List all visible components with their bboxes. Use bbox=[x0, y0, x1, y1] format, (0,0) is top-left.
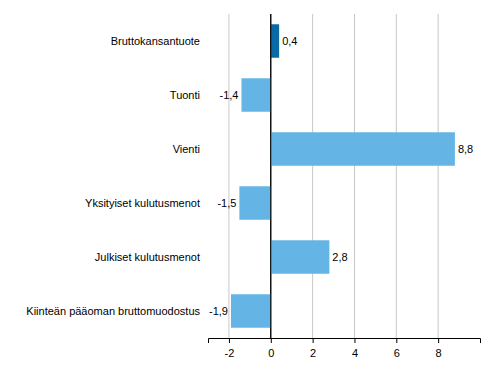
category-tick: Vienti bbox=[173, 143, 208, 155]
data-label: 8,8 bbox=[458, 143, 473, 155]
data-labels: 0,4 -1,4 8,8 -1,5 2,8 -1,9 bbox=[209, 35, 473, 317]
axis-line bbox=[209, 339, 481, 344]
tick-mark bbox=[396, 338, 397, 343]
category-label: Julkiset kulutusmenot bbox=[95, 251, 200, 263]
chart: 0,4 -1,4 8,8 -1,5 2,8 -1,9 -2 0 2 4 6 8 Bruttokansan… bbox=[0, 0, 491, 378]
data-label: -1,5 bbox=[217, 197, 236, 209]
data-label: 0,4 bbox=[282, 35, 297, 47]
tick-mark bbox=[229, 338, 230, 343]
category-label: Tuonti bbox=[170, 89, 200, 101]
bar bbox=[271, 240, 330, 273]
x-axis: -2 0 2 4 6 8 bbox=[209, 338, 481, 359]
zero-line bbox=[270, 14, 271, 338]
y-axis: Bruttokansantuote Tuonti Vienti Yksityiset … bbox=[26, 35, 208, 317]
bar bbox=[231, 294, 271, 327]
category-label: Vienti bbox=[173, 143, 200, 155]
tick: -2 bbox=[225, 338, 235, 359]
bar bbox=[239, 186, 270, 219]
tick: 8 bbox=[436, 338, 442, 359]
bar bbox=[271, 24, 279, 57]
grid bbox=[229, 14, 438, 338]
tick: 4 bbox=[352, 338, 358, 359]
grid-line bbox=[396, 14, 397, 338]
grid-line bbox=[438, 14, 439, 338]
category-label: Yksityiset kulutusmenot bbox=[85, 197, 200, 209]
grid-line bbox=[312, 14, 313, 338]
bar bbox=[271, 132, 455, 165]
grid-line bbox=[270, 14, 271, 338]
tick-mark bbox=[354, 338, 355, 343]
category-tick: Kiinteän pääoman bruttomuodostus bbox=[26, 305, 208, 317]
bar bbox=[241, 78, 270, 111]
tick-label: 0 bbox=[268, 347, 274, 359]
grid-line bbox=[354, 14, 355, 338]
tick-mark bbox=[438, 338, 439, 343]
tick-label: 2 bbox=[310, 347, 316, 359]
bars bbox=[231, 24, 455, 327]
tick-mark bbox=[271, 338, 272, 343]
data-label: -1,9 bbox=[209, 305, 228, 317]
category-label: Bruttokansantuote bbox=[111, 35, 200, 47]
tick-label: 8 bbox=[436, 347, 442, 359]
data-label: 2,8 bbox=[332, 251, 347, 263]
category-tick: Yksityiset kulutusmenot bbox=[85, 197, 208, 209]
tick-label: 6 bbox=[394, 347, 400, 359]
tick: 6 bbox=[394, 338, 400, 359]
tick-mark bbox=[313, 338, 314, 343]
tick: 2 bbox=[310, 338, 316, 359]
plot: 0,4 -1,4 8,8 -1,5 2,8 -1,9 -2 0 2 4 6 8 Bruttokansan… bbox=[26, 14, 480, 359]
category-label: Kiinteän pääoman bruttomuodostus bbox=[26, 305, 200, 317]
grid-line bbox=[228, 14, 229, 338]
category-tick: Julkiset kulutusmenot bbox=[95, 251, 208, 263]
data-label: -1,4 bbox=[220, 89, 239, 101]
tick: 0 bbox=[268, 338, 274, 359]
category-tick: Tuonti bbox=[170, 89, 208, 101]
tick-label: 4 bbox=[352, 347, 358, 359]
category-tick: Bruttokansantuote bbox=[111, 35, 208, 47]
tick-label: -2 bbox=[225, 347, 235, 359]
